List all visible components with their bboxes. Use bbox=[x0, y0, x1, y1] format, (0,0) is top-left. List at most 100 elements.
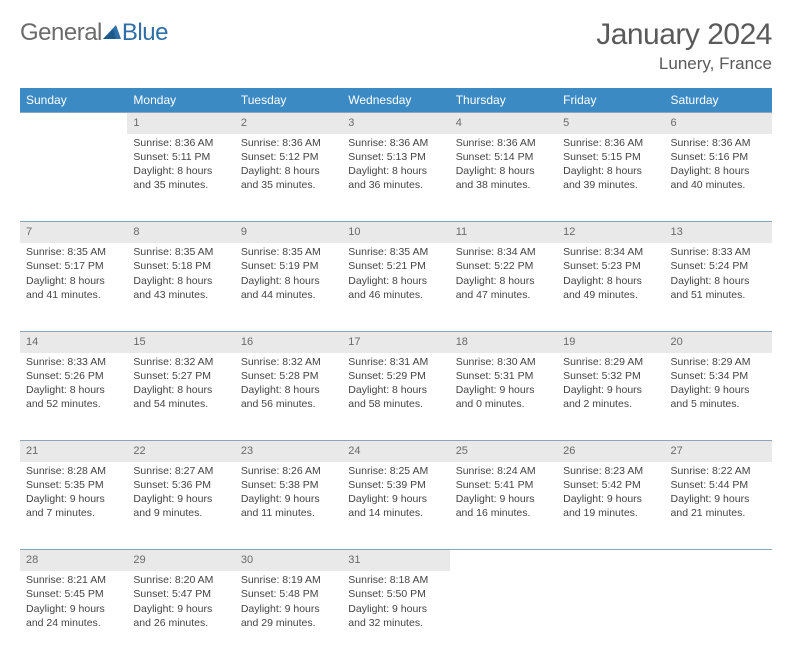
sunrise-line: Sunrise: 8:23 AM bbox=[563, 464, 658, 478]
sunset-line: Sunset: 5:38 PM bbox=[241, 478, 336, 492]
day2-line: and 49 minutes. bbox=[563, 288, 658, 302]
day-cell: Sunrise: 8:32 AMSunset: 5:28 PMDaylight:… bbox=[235, 353, 342, 441]
sunset-line: Sunset: 5:34 PM bbox=[671, 369, 766, 383]
day1-line: Daylight: 9 hours bbox=[671, 383, 766, 397]
page-title: January 2024 bbox=[596, 18, 772, 52]
day-number: 27 bbox=[665, 441, 772, 462]
day2-line: and 41 minutes. bbox=[26, 288, 121, 302]
day2-line: and 14 minutes. bbox=[348, 506, 443, 520]
day-cell: Sunrise: 8:36 AMSunset: 5:15 PMDaylight:… bbox=[557, 134, 664, 222]
day-cell: Sunrise: 8:35 AMSunset: 5:18 PMDaylight:… bbox=[127, 243, 234, 331]
day-number: 12 bbox=[557, 222, 664, 243]
sunrise-line: Sunrise: 8:30 AM bbox=[456, 355, 551, 369]
day-number: 16 bbox=[235, 331, 342, 352]
day-number: 13 bbox=[665, 222, 772, 243]
sunset-line: Sunset: 5:39 PM bbox=[348, 478, 443, 492]
day2-line: and 39 minutes. bbox=[563, 178, 658, 192]
day-cell-content: Sunrise: 8:36 AMSunset: 5:13 PMDaylight:… bbox=[348, 134, 443, 193]
day-cell: Sunrise: 8:21 AMSunset: 5:45 PMDaylight:… bbox=[20, 571, 127, 659]
sunrise-line: Sunrise: 8:36 AM bbox=[563, 136, 658, 150]
sunrise-line: Sunrise: 8:32 AM bbox=[241, 355, 336, 369]
day1-line: Daylight: 8 hours bbox=[348, 274, 443, 288]
day1-line: Daylight: 8 hours bbox=[241, 164, 336, 178]
day1-line: Daylight: 8 hours bbox=[26, 383, 121, 397]
sunrise-line: Sunrise: 8:26 AM bbox=[241, 464, 336, 478]
day1-line: Daylight: 8 hours bbox=[133, 164, 228, 178]
day-number: 26 bbox=[557, 441, 664, 462]
sunrise-line: Sunrise: 8:36 AM bbox=[133, 136, 228, 150]
day-cell bbox=[665, 571, 772, 659]
day1-line: Daylight: 8 hours bbox=[671, 164, 766, 178]
day-cell: Sunrise: 8:35 AMSunset: 5:17 PMDaylight:… bbox=[20, 243, 127, 331]
day-cell: Sunrise: 8:35 AMSunset: 5:19 PMDaylight:… bbox=[235, 243, 342, 331]
sunrise-line: Sunrise: 8:21 AM bbox=[26, 573, 121, 587]
weekday-header: Tuesday bbox=[235, 88, 342, 113]
day-cell: Sunrise: 8:36 AMSunset: 5:12 PMDaylight:… bbox=[235, 134, 342, 222]
sunrise-line: Sunrise: 8:33 AM bbox=[671, 245, 766, 259]
day1-line: Daylight: 9 hours bbox=[26, 602, 121, 616]
day2-line: and 46 minutes. bbox=[348, 288, 443, 302]
day1-line: Daylight: 8 hours bbox=[133, 274, 228, 288]
day-cell: Sunrise: 8:31 AMSunset: 5:29 PMDaylight:… bbox=[342, 353, 449, 441]
day2-line: and 47 minutes. bbox=[456, 288, 551, 302]
day-cell-content: Sunrise: 8:36 AMSunset: 5:16 PMDaylight:… bbox=[671, 134, 766, 193]
day1-line: Daylight: 9 hours bbox=[348, 492, 443, 506]
day-cell: Sunrise: 8:33 AMSunset: 5:24 PMDaylight:… bbox=[665, 243, 772, 331]
sunrise-line: Sunrise: 8:32 AM bbox=[133, 355, 228, 369]
day-cell: Sunrise: 8:20 AMSunset: 5:47 PMDaylight:… bbox=[127, 571, 234, 659]
sunrise-line: Sunrise: 8:28 AM bbox=[26, 464, 121, 478]
day2-line: and 58 minutes. bbox=[348, 397, 443, 411]
sunset-line: Sunset: 5:12 PM bbox=[241, 150, 336, 164]
title-block: January 2024 Lunery, France bbox=[596, 18, 772, 74]
weekday-header: Monday bbox=[127, 88, 234, 113]
day-cell: Sunrise: 8:18 AMSunset: 5:50 PMDaylight:… bbox=[342, 571, 449, 659]
sunset-line: Sunset: 5:16 PM bbox=[671, 150, 766, 164]
day-cell: Sunrise: 8:26 AMSunset: 5:38 PMDaylight:… bbox=[235, 462, 342, 550]
day-number: 25 bbox=[450, 441, 557, 462]
day-cell-content: Sunrise: 8:26 AMSunset: 5:38 PMDaylight:… bbox=[241, 462, 336, 521]
sunrise-line: Sunrise: 8:36 AM bbox=[456, 136, 551, 150]
day-cell-content: Sunrise: 8:32 AMSunset: 5:28 PMDaylight:… bbox=[241, 353, 336, 412]
sunset-line: Sunset: 5:13 PM bbox=[348, 150, 443, 164]
day1-line: Daylight: 9 hours bbox=[241, 492, 336, 506]
day-cell: Sunrise: 8:30 AMSunset: 5:31 PMDaylight:… bbox=[450, 353, 557, 441]
day-cell-content: Sunrise: 8:18 AMSunset: 5:50 PMDaylight:… bbox=[348, 571, 443, 630]
day2-line: and 35 minutes. bbox=[241, 178, 336, 192]
day-number: 21 bbox=[20, 441, 127, 462]
day2-line: and 51 minutes. bbox=[671, 288, 766, 302]
week-row: Sunrise: 8:28 AMSunset: 5:35 PMDaylight:… bbox=[20, 462, 772, 550]
day-number: 14 bbox=[20, 331, 127, 352]
sunrise-line: Sunrise: 8:34 AM bbox=[456, 245, 551, 259]
day-cell: Sunrise: 8:34 AMSunset: 5:22 PMDaylight:… bbox=[450, 243, 557, 331]
day-cell-content: Sunrise: 8:36 AMSunset: 5:15 PMDaylight:… bbox=[563, 134, 658, 193]
day-cell: Sunrise: 8:32 AMSunset: 5:27 PMDaylight:… bbox=[127, 353, 234, 441]
day-cell: Sunrise: 8:24 AMSunset: 5:41 PMDaylight:… bbox=[450, 462, 557, 550]
day2-line: and 52 minutes. bbox=[26, 397, 121, 411]
day-cell-content: Sunrise: 8:35 AMSunset: 5:18 PMDaylight:… bbox=[133, 243, 228, 302]
logo-text-2: Blue bbox=[122, 19, 168, 47]
logo-text-1: General bbox=[20, 19, 102, 47]
day2-line: and 32 minutes. bbox=[348, 616, 443, 630]
week-row: Sunrise: 8:21 AMSunset: 5:45 PMDaylight:… bbox=[20, 571, 772, 659]
day-cell-content: Sunrise: 8:28 AMSunset: 5:35 PMDaylight:… bbox=[26, 462, 121, 521]
day-cell-content: Sunrise: 8:36 AMSunset: 5:11 PMDaylight:… bbox=[133, 134, 228, 193]
day-number: 29 bbox=[127, 550, 234, 571]
day-number: 6 bbox=[665, 113, 772, 134]
day1-line: Daylight: 9 hours bbox=[456, 492, 551, 506]
day2-line: and 43 minutes. bbox=[133, 288, 228, 302]
day-cell-content: Sunrise: 8:22 AMSunset: 5:44 PMDaylight:… bbox=[671, 462, 766, 521]
day1-line: Daylight: 9 hours bbox=[133, 492, 228, 506]
day-number: 22 bbox=[127, 441, 234, 462]
day-cell: Sunrise: 8:33 AMSunset: 5:26 PMDaylight:… bbox=[20, 353, 127, 441]
day-cell-content: Sunrise: 8:36 AMSunset: 5:12 PMDaylight:… bbox=[241, 134, 336, 193]
day1-line: Daylight: 8 hours bbox=[133, 383, 228, 397]
day-cell-content: Sunrise: 8:35 AMSunset: 5:21 PMDaylight:… bbox=[348, 243, 443, 302]
day2-line: and 24 minutes. bbox=[26, 616, 121, 630]
day-number: 31 bbox=[342, 550, 449, 571]
sunset-line: Sunset: 5:41 PM bbox=[456, 478, 551, 492]
day2-line: and 19 minutes. bbox=[563, 506, 658, 520]
day-number: 7 bbox=[20, 222, 127, 243]
day2-line: and 21 minutes. bbox=[671, 506, 766, 520]
day-cell-content: Sunrise: 8:33 AMSunset: 5:24 PMDaylight:… bbox=[671, 243, 766, 302]
sunset-line: Sunset: 5:44 PM bbox=[671, 478, 766, 492]
